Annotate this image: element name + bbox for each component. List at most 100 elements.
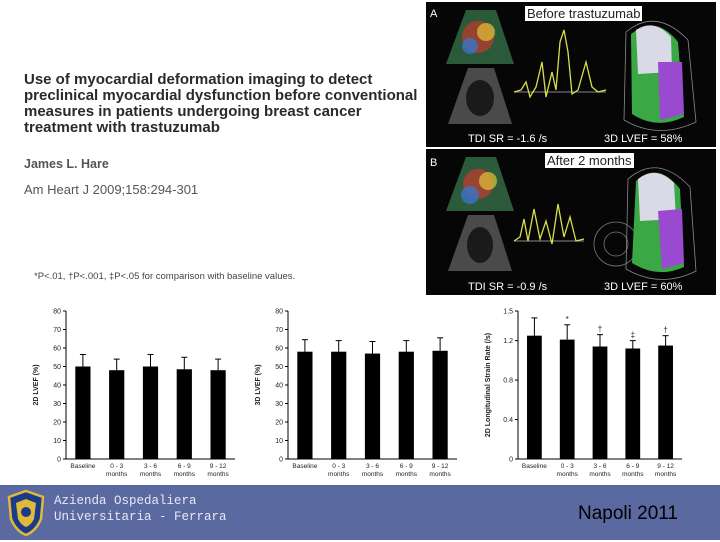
x-tick-label: 9 - 12 — [432, 463, 449, 470]
x-tick-label: 0 - 3 — [561, 463, 574, 470]
x-tick-label: months — [557, 471, 579, 478]
chart-2d-lvef-svg: 2D LVEF (%) 0 10 20 30 40 50 60 70 80 Baseline 0 - … — [33, 309, 235, 478]
panel-a-lvef-readout: 3D LVEF = 58% — [604, 133, 683, 145]
hospital-name: Azienda Ospedaliera Universitaria - Ferr… — [54, 493, 227, 525]
x-tick-label: months — [106, 471, 128, 478]
x-tick-label: 6 - 9 — [626, 463, 639, 470]
bar — [625, 348, 641, 459]
panel-b-lvef-readout: 3D LVEF = 60% — [604, 281, 683, 293]
y-tick-label: 30 — [53, 401, 61, 408]
hospital-crest-icon — [6, 489, 46, 537]
x-tick-label: 3 - 6 — [144, 463, 157, 470]
y-axis-label: 2D Longitudinal Strain Rate (/s) — [485, 333, 492, 437]
significance-mark: * — [566, 315, 569, 324]
y-tick-label: 0.8 — [503, 378, 513, 385]
x-tick-label: months — [589, 471, 611, 478]
bar — [297, 351, 313, 459]
significance-mark: † — [663, 326, 667, 335]
bar — [331, 351, 347, 459]
chart-3d-lvef: 3D LVEF (%) 0 10 20 30 40 50 60 70 80 Baseline 0 - … — [250, 303, 465, 485]
y-axis-label: 3D LVEF (%) — [255, 364, 262, 405]
bar — [210, 370, 226, 459]
echo-image-a — [426, 2, 716, 147]
bar — [75, 366, 91, 459]
x-tick-label: Baseline — [292, 463, 317, 470]
x-tick-label: Baseline — [522, 463, 547, 470]
y-tick-label: 80 — [275, 309, 283, 316]
y-tick-label: 80 — [53, 309, 61, 316]
chart-strain-rate-svg: 2D Longitudinal Strain Rate (/s) 0 0.4 0.8 1… — [485, 309, 682, 478]
author-name: James L. Hare — [24, 157, 109, 171]
hospital-name-line-2: Universitaria - Ferrara — [54, 510, 227, 524]
y-axis-label: 2D LVEF (%) — [33, 364, 40, 405]
x-tick-label: months — [429, 471, 451, 478]
y-tick-label: 0 — [57, 457, 61, 464]
x-tick-label: 3 - 6 — [593, 463, 606, 470]
chart-strain-rate: 2D Longitudinal Strain Rate (/s) 0 0.4 0.8 1… — [480, 303, 690, 485]
chart-3d-lvef-svg: 3D LVEF (%) 0 10 20 30 40 50 60 70 80 Baseline 0 - … — [255, 309, 457, 478]
panel-b-letter: B — [430, 157, 438, 169]
bar — [364, 353, 381, 459]
x-tick-label: months — [362, 471, 384, 478]
journal-citation: Am Heart J 2009;158:294-301 — [24, 182, 199, 197]
y-tick-label: 70 — [275, 327, 283, 334]
y-tick-label: 40 — [53, 383, 61, 390]
x-tick-label: 3 - 6 — [366, 463, 379, 470]
x-tick-label: 0 - 3 — [110, 463, 123, 470]
y-tick-label: 0 — [509, 457, 513, 464]
bar — [398, 351, 414, 459]
y-tick-label: 0.4 — [503, 417, 513, 424]
x-tick-label: months — [174, 471, 196, 478]
y-tick-label: 20 — [275, 420, 283, 427]
chart-2d-lvef: 2D LVEF (%) 0 10 20 30 40 50 60 70 80 Baseline 0 - … — [28, 303, 243, 485]
x-tick-label: 9 - 12 — [657, 463, 674, 470]
echo-panel-a: A TDI SR = -1.6 /s 3D LVEF = 58% — [426, 2, 716, 147]
y-tick-label: 1.2 — [503, 338, 513, 345]
y-tick-label: 30 — [275, 401, 283, 408]
x-tick-label: 9 - 12 — [210, 463, 227, 470]
significance-mark: † — [598, 325, 602, 334]
bar — [527, 335, 542, 459]
bar — [592, 346, 608, 459]
bar — [109, 370, 125, 459]
bar — [559, 339, 575, 459]
panel-b-caption: After 2 months — [545, 153, 634, 168]
y-tick-label: 50 — [53, 364, 61, 371]
slide-title: Use of myocardial deformation imaging to… — [24, 71, 418, 136]
significance-mark: ‡ — [631, 331, 635, 340]
x-tick-label: 6 - 9 — [400, 463, 413, 470]
x-tick-label: months — [328, 471, 350, 478]
x-tick-label: months — [140, 471, 162, 478]
x-tick-label: months — [207, 471, 229, 478]
panel-a-caption: Before trastuzumab — [525, 6, 643, 21]
x-tick-label: months — [655, 471, 677, 478]
x-tick-label: 6 - 9 — [178, 463, 191, 470]
y-tick-label: 50 — [275, 364, 283, 371]
y-tick-label: 10 — [53, 438, 61, 445]
footer-bar — [0, 485, 720, 540]
panel-a-letter: A — [430, 8, 438, 20]
y-tick-label: 40 — [275, 383, 283, 390]
x-tick-label: Baseline — [70, 463, 95, 470]
bar — [142, 366, 159, 459]
x-tick-label: 0 - 3 — [332, 463, 345, 470]
echo-image-b — [426, 149, 716, 295]
y-tick-label: 70 — [53, 327, 61, 334]
hospital-name-line-1: Azienda Ospedaliera — [54, 494, 197, 508]
y-tick-label: 0 — [279, 457, 283, 464]
y-tick-label: 1.5 — [503, 309, 513, 316]
x-tick-label: months — [622, 471, 644, 478]
panel-b-tdi-readout: TDI SR = -0.9 /s — [468, 281, 548, 293]
bar — [432, 350, 448, 459]
significance-footnote: *P<.01, †P<.001, ‡P<.05 for comparison w… — [34, 271, 296, 282]
x-tick-label: months — [396, 471, 418, 478]
y-tick-label: 10 — [275, 438, 283, 445]
panel-a-tdi-readout: TDI SR = -1.6 /s — [468, 133, 548, 145]
echo-panel-b: B TDI SR = -0.9 /s 3D LVEF = 60% — [426, 149, 716, 295]
y-tick-label: 60 — [275, 346, 283, 353]
bar — [176, 369, 192, 459]
bar — [658, 345, 673, 459]
event-label: Napoli 2011 — [578, 503, 679, 524]
y-tick-label: 60 — [53, 346, 61, 353]
y-tick-label: 20 — [53, 420, 61, 427]
